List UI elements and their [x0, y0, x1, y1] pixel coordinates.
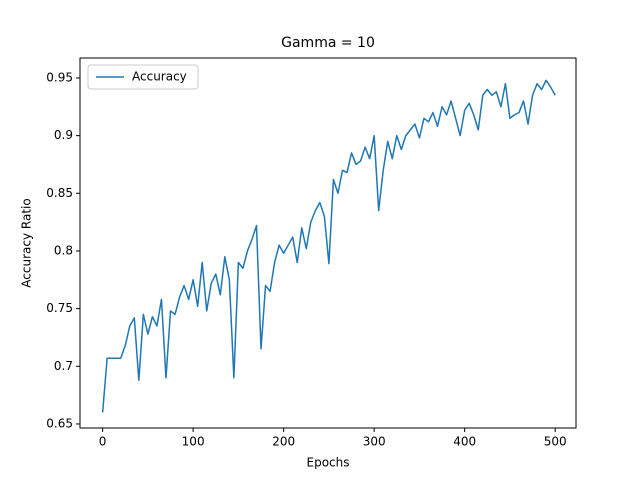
- y-tick-label: 0.85: [46, 186, 73, 200]
- x-axis-label: Epochs: [307, 456, 350, 470]
- y-axis-label: Accuracy Ratio: [20, 198, 34, 287]
- y-tick-label: 0.65: [46, 416, 73, 430]
- x-tick-label: 200: [272, 435, 295, 449]
- y-tick-label: 0.95: [46, 70, 73, 84]
- y-tick-label: 0.75: [46, 301, 73, 315]
- x-tick-label: 0: [99, 435, 107, 449]
- data-line: [101, 79, 556, 413]
- x-tick-label: 500: [544, 435, 567, 449]
- legend-label: Accuracy: [132, 70, 187, 84]
- x-tick-label: 100: [182, 435, 205, 449]
- x-tick-label: 400: [453, 435, 476, 449]
- plot-frame: [79, 57, 577, 429]
- y-tick-label: 0.8: [54, 243, 73, 257]
- legend-box: [87, 64, 199, 90]
- chart-title: Gamma = 10: [281, 35, 375, 51]
- y-tick-label: 0.9: [54, 128, 73, 142]
- x-tick-label: 300: [363, 435, 386, 449]
- y-tick-label: 0.7: [54, 359, 73, 373]
